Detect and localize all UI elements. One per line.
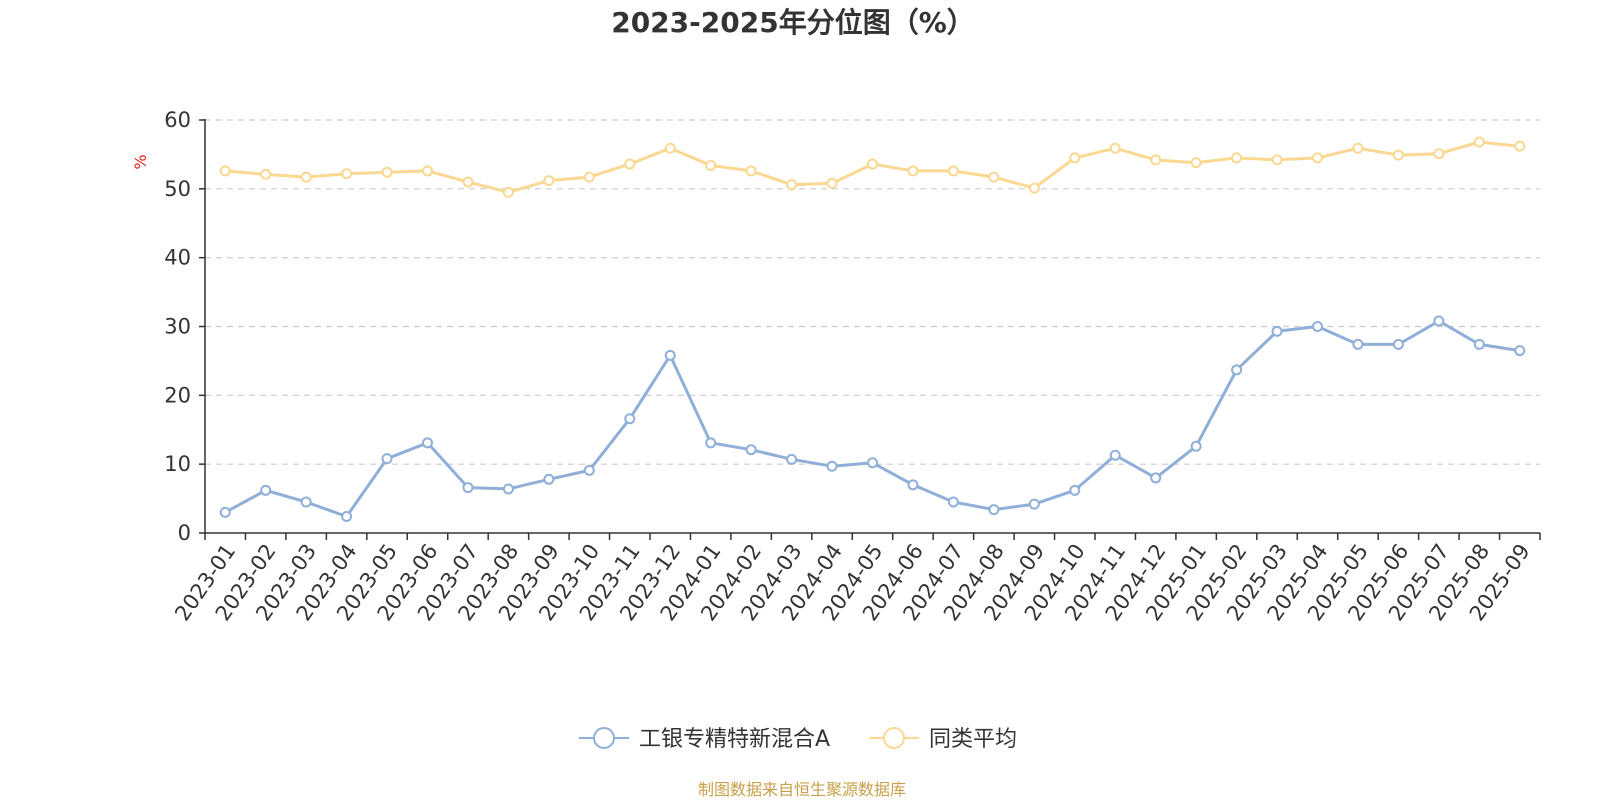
- data-point[interactable]: [341, 168, 353, 180]
- data-point[interactable]: [300, 496, 312, 508]
- data-point[interactable]: [705, 159, 717, 171]
- y-tick-label: 0: [178, 521, 191, 545]
- data-point[interactable]: [705, 437, 717, 449]
- data-point[interactable]: [1190, 157, 1202, 169]
- data-point[interactable]: [1069, 152, 1081, 164]
- y-axis-ticks: 0 10 20 30 40 50 60: [164, 108, 205, 545]
- data-point[interactable]: [1271, 154, 1283, 166]
- data-point[interactable]: [1109, 449, 1121, 461]
- legend-marker-series-1: [593, 727, 615, 749]
- data-point[interactable]: [543, 175, 555, 187]
- legend-item-series-2[interactable]: 同类平均: [869, 727, 1017, 752]
- data-point[interactable]: [1190, 440, 1202, 452]
- data-point[interactable]: [462, 176, 474, 188]
- data-point[interactable]: [583, 171, 595, 183]
- data-point[interactable]: [1231, 152, 1243, 164]
- series-lines: [219, 136, 1526, 522]
- y-tick-label: 60: [164, 108, 191, 132]
- data-point[interactable]: [1109, 142, 1121, 154]
- data-point[interactable]: [1433, 148, 1445, 160]
- series-2: [219, 136, 1526, 198]
- data-point[interactable]: [341, 510, 353, 522]
- data-point[interactable]: [260, 484, 272, 496]
- data-point[interactable]: [1028, 182, 1040, 194]
- data-point[interactable]: [1514, 140, 1526, 152]
- data-point[interactable]: [907, 479, 919, 491]
- data-point[interactable]: [1514, 345, 1526, 357]
- source-note: 制图数据来自恒生聚源数据库: [698, 780, 906, 799]
- y-tick-label: 30: [164, 315, 191, 339]
- data-point[interactable]: [1231, 364, 1243, 376]
- data-point[interactable]: [1433, 315, 1445, 327]
- data-point[interactable]: [745, 165, 757, 177]
- data-point[interactable]: [947, 496, 959, 508]
- data-point[interactable]: [422, 165, 433, 177]
- data-point[interactable]: [1473, 338, 1485, 350]
- data-point[interactable]: [462, 482, 474, 494]
- data-point[interactable]: [422, 437, 433, 449]
- data-point[interactable]: [867, 457, 878, 469]
- data-point[interactable]: [219, 506, 231, 518]
- legend-label-series-1: 工银专精特新混合A: [639, 727, 830, 752]
- data-point[interactable]: [624, 158, 636, 170]
- series-1: [219, 315, 1526, 522]
- data-point[interactable]: [867, 158, 878, 170]
- legend-marker-series-2: [883, 727, 905, 749]
- data-point[interactable]: [260, 168, 272, 180]
- y-tick-label: 10: [164, 452, 191, 476]
- data-point[interactable]: [1312, 152, 1323, 164]
- data-point[interactable]: [907, 165, 919, 177]
- data-point[interactable]: [502, 483, 514, 495]
- data-point[interactable]: [1352, 142, 1364, 154]
- y-tick-label: 40: [164, 246, 191, 270]
- chart-title: 2023-2025年分位图（%）: [611, 6, 975, 39]
- data-point[interactable]: [1352, 338, 1364, 350]
- data-point[interactable]: [543, 473, 555, 485]
- data-point[interactable]: [381, 166, 393, 178]
- data-point[interactable]: [745, 444, 757, 456]
- data-point[interactable]: [664, 142, 676, 154]
- data-point[interactable]: [1150, 472, 1162, 484]
- data-point[interactable]: [988, 504, 1000, 516]
- x-axis-ticks: 2023-012023-022023-032023-042023-052023-…: [170, 533, 1541, 625]
- data-point[interactable]: [1392, 338, 1404, 350]
- data-point[interactable]: [786, 179, 798, 191]
- data-point[interactable]: [664, 349, 676, 361]
- data-point[interactable]: [1312, 321, 1323, 332]
- data-point[interactable]: [1473, 136, 1485, 148]
- data-point[interactable]: [1150, 154, 1162, 166]
- y-axis-unit: %: [131, 154, 150, 169]
- y-tick-label: 50: [164, 177, 191, 201]
- data-point[interactable]: [826, 177, 838, 189]
- data-point[interactable]: [786, 453, 798, 465]
- series-line-1: [224, 319, 1521, 518]
- data-point[interactable]: [583, 464, 595, 476]
- data-point[interactable]: [947, 165, 959, 177]
- data-point[interactable]: [1271, 325, 1283, 337]
- data-point[interactable]: [502, 186, 514, 198]
- legend[interactable]: 工银专精特新混合A 同类平均: [579, 727, 1017, 752]
- data-point[interactable]: [381, 453, 393, 465]
- data-point[interactable]: [219, 165, 231, 177]
- data-point[interactable]: [300, 171, 312, 183]
- data-point[interactable]: [1028, 498, 1040, 510]
- data-point[interactable]: [826, 460, 838, 472]
- data-point[interactable]: [624, 413, 636, 425]
- legend-item-series-1[interactable]: 工银专精特新混合A: [579, 727, 830, 752]
- data-point[interactable]: [988, 171, 1000, 183]
- y-tick-label: 20: [164, 383, 191, 407]
- legend-label-series-2: 同类平均: [929, 727, 1017, 752]
- data-point[interactable]: [1392, 149, 1404, 161]
- data-point[interactable]: [1069, 484, 1081, 496]
